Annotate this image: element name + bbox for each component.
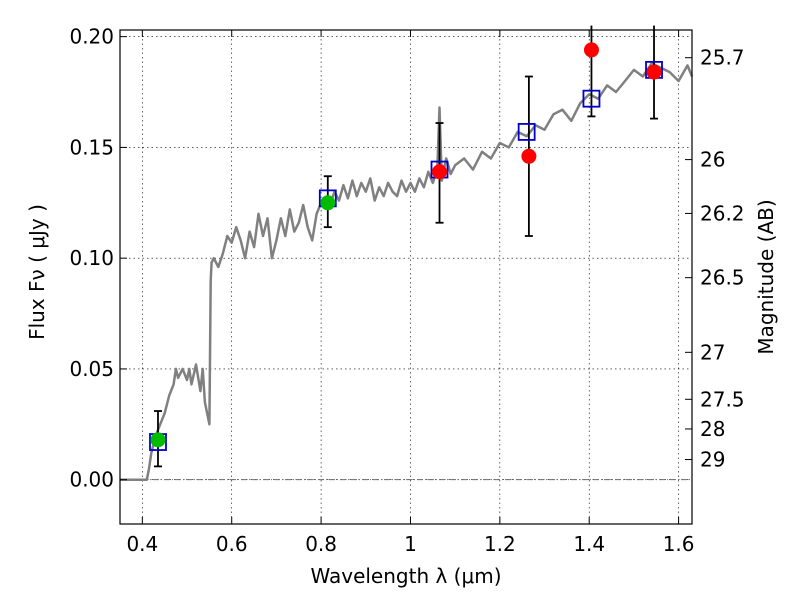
x-tick-label: 1 (404, 532, 417, 556)
grid (120, 30, 692, 524)
y-tick-label: 0.05 (69, 357, 114, 381)
ticks: 0.4 0.6 0.8 1 1.2 1.4 1.6 0.00 0.05 0.10 0.15 0.20 2… (69, 25, 744, 556)
model-spectrum-line (120, 61, 694, 481)
x-axis-label: Wavelength λ (μm) (310, 564, 501, 588)
mag-tick-label: 26 (700, 148, 725, 172)
red-data-point (583, 42, 599, 58)
red-data-point (432, 164, 448, 180)
right-axis-label: Magnitude (AB) (754, 199, 778, 354)
plot-frame (119, 29, 693, 525)
mag-tick-label: 29 (700, 448, 725, 472)
x-tick-label: 1.4 (573, 532, 605, 556)
green-data-point (320, 195, 336, 211)
x-tick-label: 1.6 (663, 532, 695, 556)
red-data-point (521, 148, 537, 164)
y-axis-label: Flux Fν ( μJy ) (25, 204, 49, 340)
plot-area (120, 25, 694, 481)
y-tick-label: 0.20 (69, 25, 114, 49)
y-tick-label: 0.00 (69, 468, 114, 492)
mag-tick-label: 27.5 (700, 387, 745, 411)
y-tick-label: 0.10 (69, 246, 114, 270)
x-tick-label: 0.4 (126, 532, 158, 556)
x-tick-label: 0.8 (305, 532, 337, 556)
mag-tick-label: 28 (700, 417, 725, 441)
green-data-point (150, 432, 166, 448)
x-tick-label: 0.6 (216, 532, 248, 556)
model-photometry-box (582, 89, 601, 108)
mag-tick-label: 25.7 (700, 46, 745, 70)
x-tick-label: 1.2 (484, 532, 516, 556)
model-photometry-box (517, 123, 536, 141)
mag-tick-label: 26.2 (700, 201, 745, 225)
red-data-point (646, 64, 662, 80)
mag-tick-label: 26.5 (700, 266, 745, 290)
mag-tick-label: 27 (700, 340, 725, 364)
y-tick-label: 0.15 (69, 135, 114, 159)
